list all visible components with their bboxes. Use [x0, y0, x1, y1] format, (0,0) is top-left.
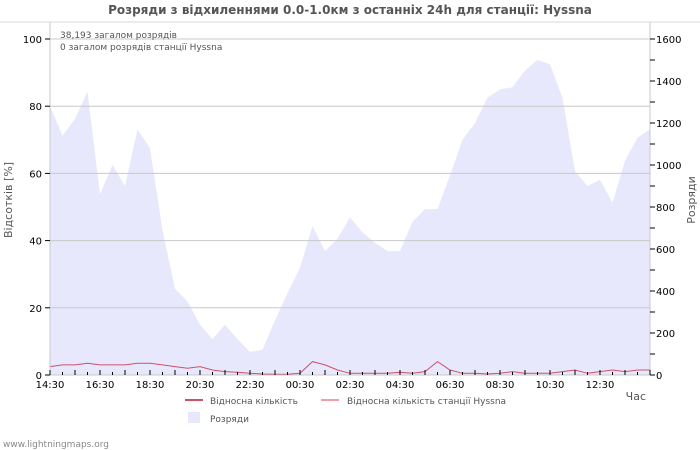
svg-text:1000: 1000	[656, 161, 681, 172]
legend: Відносна кількість Відносна кількість ст…	[185, 397, 506, 425]
svg-text:80: 80	[29, 102, 42, 113]
svg-text:18:30: 18:30	[136, 380, 165, 391]
left-axis-ticks: 0 20 40 60 80 100	[23, 35, 50, 382]
x-axis-ticks: 14:30 16:30 18:30 20:30 22:30 00:30 02:30 04:30…	[36, 370, 651, 391]
svg-text:400: 400	[656, 287, 675, 298]
plot-area: 0 20 40 60 80 100 0 200 400 600 800 1000 1200 1400 16…	[23, 22, 681, 391]
svg-text:60: 60	[29, 169, 42, 180]
svg-text:00:30: 00:30	[286, 380, 315, 391]
x-axis-label: Час	[626, 390, 646, 403]
chart-title: Розряди з відхиленнями 0.0-1.0км з остан…	[108, 3, 592, 17]
svg-text:22:30: 22:30	[236, 380, 265, 391]
svg-text:40: 40	[29, 237, 42, 248]
y-axis-label: Відсотків [%]	[2, 162, 15, 238]
y2-axis-label: Розряди	[685, 176, 698, 224]
svg-text:16:30: 16:30	[86, 380, 115, 391]
station-discharges-text: 0 загалом розрядів станції Hyssna	[60, 43, 222, 53]
legend-discharges: Розряди	[210, 415, 249, 425]
legend-station-relative-count: Відносна кількість станції Hyssna	[347, 397, 506, 407]
svg-text:10:30: 10:30	[536, 380, 565, 391]
svg-text:0: 0	[36, 371, 42, 382]
svg-text:100: 100	[23, 35, 42, 46]
svg-text:1400: 1400	[656, 77, 681, 88]
right-axis-ticks: 0 200 400 600 800 1000 1200 1400 1600	[650, 35, 681, 382]
svg-text:20: 20	[29, 304, 42, 315]
svg-text:1600: 1600	[656, 35, 681, 46]
discharges-area	[50, 60, 650, 375]
svg-text:06:30: 06:30	[436, 380, 465, 391]
svg-text:600: 600	[656, 245, 675, 256]
gridlines	[50, 38, 650, 309]
svg-text:08:30: 08:30	[486, 380, 515, 391]
svg-text:14:30: 14:30	[36, 380, 65, 391]
svg-text:0: 0	[656, 371, 662, 382]
total-discharges-text: 38,193 загалом розрядів	[60, 31, 177, 41]
svg-text:04:30: 04:30	[386, 380, 415, 391]
legend-relative-count: Відносна кількість	[210, 397, 298, 407]
svg-text:800: 800	[656, 203, 675, 214]
svg-text:20:30: 20:30	[186, 380, 215, 391]
svg-text:200: 200	[656, 329, 675, 340]
svg-text:02:30: 02:30	[336, 380, 365, 391]
svg-text:1200: 1200	[656, 119, 681, 130]
svg-text:12:30: 12:30	[586, 380, 615, 391]
footer-link[interactable]: www.lightningmaps.org	[3, 440, 109, 450]
legend-area-icon	[188, 412, 200, 423]
